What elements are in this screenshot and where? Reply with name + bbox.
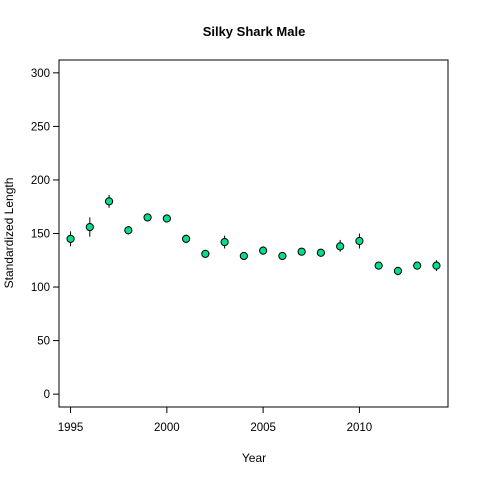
data-point (104, 197, 114, 206)
y-axis-label: Standardized Length (2, 178, 16, 289)
data-point (413, 261, 422, 270)
data-point (393, 266, 403, 276)
data-point (316, 248, 326, 257)
data-point (124, 226, 133, 235)
data-point (143, 213, 152, 222)
y-tick-label: 200 (31, 175, 50, 187)
data-point (239, 251, 248, 261)
x-tick-label: 2005 (250, 422, 276, 434)
plot-frame (58, 59, 449, 408)
y-tick-label: 300 (31, 68, 50, 80)
x-tick-label: 2010 (347, 422, 373, 434)
x-tick-label: 2000 (154, 422, 180, 434)
y-tick-label: 150 (31, 229, 50, 241)
data-point (85, 222, 94, 232)
data-points (66, 197, 441, 276)
chart-title: Silky Shark Male (203, 24, 306, 39)
data-point (355, 236, 364, 246)
y-axis: 0 50 100 150 200 250 300 (31, 68, 59, 401)
data-point (201, 249, 210, 258)
y-tick-label: 0 (44, 389, 50, 401)
data-point (220, 237, 229, 247)
y-tick-label: 100 (31, 282, 50, 294)
data-point (432, 261, 441, 270)
data-point (374, 261, 383, 270)
data-point (297, 247, 306, 256)
data-point (162, 214, 171, 223)
data-point (181, 234, 191, 243)
data-point (66, 234, 75, 243)
y-tick-label: 50 (37, 336, 50, 348)
data-point (278, 251, 287, 261)
data-point (336, 242, 345, 251)
y-tick-label: 250 (31, 121, 50, 133)
x-axis-label: Year (242, 451, 266, 465)
x-tick-label: 1995 (58, 422, 84, 434)
data-point (259, 246, 268, 255)
x-axis: 1995 2000 2005 2010 (58, 407, 372, 434)
